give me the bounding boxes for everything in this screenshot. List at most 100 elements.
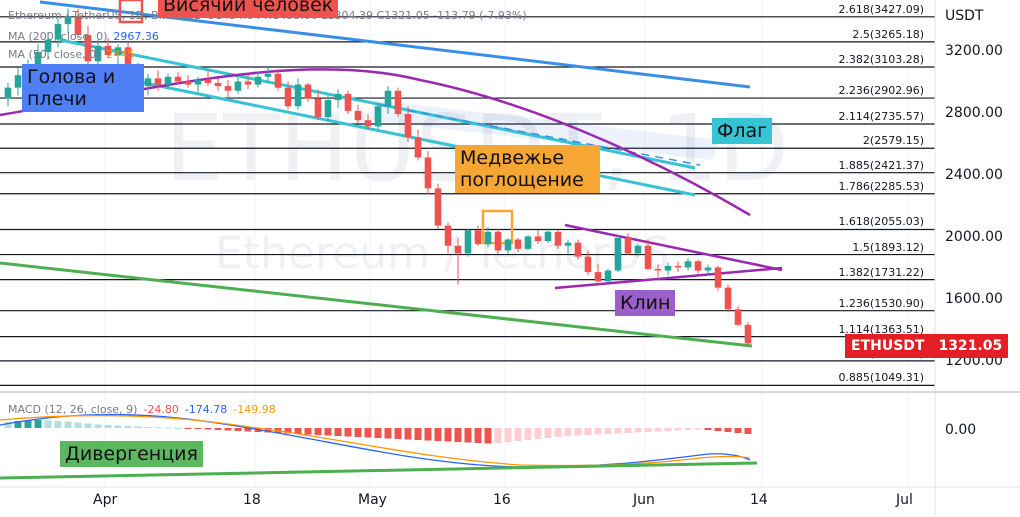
axis-unit: USDT <box>945 8 984 24</box>
macd-hist-bar <box>104 425 112 428</box>
fib-level-label: 1.786(2285.53) <box>838 179 924 193</box>
head-shoulders-label: Голова и плечи <box>22 64 144 112</box>
candle-body <box>584 256 592 273</box>
price-tick-label: 1600.00 <box>945 291 1003 307</box>
macd-hist-bar <box>354 428 362 437</box>
price-tick-label: 3200.00 <box>945 43 1003 59</box>
candle-body <box>654 269 662 271</box>
divergence-trendline <box>0 461 758 480</box>
macd-hist-bar <box>434 428 442 441</box>
hanging-man-label: Висячий человек <box>158 0 339 18</box>
macd-hist-bar <box>4 421 12 428</box>
candle-body <box>184 81 192 85</box>
candle-body <box>434 188 442 226</box>
macd-hist-bar <box>584 428 592 435</box>
macd-hist-bar <box>664 428 672 431</box>
macd-hist-bar <box>654 428 662 432</box>
current-price: 1321.05 <box>938 338 1003 354</box>
macd-signal-value: -174.78 <box>184 403 228 416</box>
macd-hist-bar <box>614 428 622 434</box>
candle-body <box>154 78 162 85</box>
ma50-label: MA (50, close, 0) <box>8 48 101 61</box>
candle-body <box>194 79 202 85</box>
time-tick-label: Jul <box>896 492 913 508</box>
macd-hist-bar <box>494 428 502 443</box>
macd-hist-bar <box>374 428 382 438</box>
candle-body <box>34 52 42 65</box>
price-tick-label: 2800.00 <box>945 105 1003 121</box>
candle-body <box>114 47 122 56</box>
macd-hist-bar <box>334 428 342 436</box>
candle-body <box>464 230 472 254</box>
candle-body <box>54 24 62 40</box>
candle-body <box>314 98 322 118</box>
candle-body <box>684 261 692 268</box>
macd-hist-bar <box>574 428 582 436</box>
candle-body <box>344 93 352 111</box>
candle-body <box>704 267 712 271</box>
candles <box>4 8 752 347</box>
macd-hist-bar <box>744 428 752 434</box>
macd-hist-bar <box>204 428 212 430</box>
candle-body <box>514 239 522 249</box>
wedge-upper <box>564 223 783 272</box>
fib-level-label: 1.885(2421.37) <box>838 158 924 172</box>
candle-body <box>84 34 92 62</box>
time-tick-label: Apr <box>93 492 118 508</box>
macd-hist-bar <box>694 428 702 430</box>
candle-body <box>244 81 252 85</box>
macd-hist-bar <box>284 428 292 434</box>
fib-level-label: 2.382(3103.28) <box>838 52 924 66</box>
fib-level-label: 1.5(1893.12) <box>852 240 924 254</box>
candle-body <box>624 238 632 254</box>
flag-channel-lower <box>129 78 696 197</box>
macd-hist-bar <box>54 421 62 428</box>
candle-body <box>44 39 52 52</box>
candle-body <box>204 79 212 83</box>
flag-label: Флаг <box>712 118 773 144</box>
candle-body <box>94 45 102 62</box>
macd-hist-bar <box>554 428 562 437</box>
candle-body <box>454 245 462 254</box>
macd-hist-bar <box>564 428 572 436</box>
support-trendline <box>0 261 753 348</box>
macd-hist-bar <box>514 428 522 441</box>
bearish-engulfing-label: Медвежье поглощение <box>455 145 600 193</box>
macd-hist-bar <box>324 428 332 436</box>
candle-body <box>404 114 412 138</box>
macd-hist-bar <box>734 428 742 433</box>
macd-hist-bar <box>504 428 512 442</box>
hanging-man-box <box>118 0 144 24</box>
candle-body <box>574 242 582 257</box>
macd-label: MACD (12, 26, close, 9) <box>8 403 138 416</box>
candle-body <box>664 265 672 271</box>
flag-mid-line <box>379 104 701 166</box>
macd-hist-bar <box>424 428 432 441</box>
candle-body <box>694 261 702 271</box>
candle-body <box>604 270 612 282</box>
macd-hist-bar <box>594 428 602 435</box>
macd-hist-bar <box>444 428 452 442</box>
candle-body <box>504 239 512 251</box>
candle-body <box>444 225 452 246</box>
macd-hist-value: -149.98 <box>233 403 276 416</box>
macd-hist-bar <box>624 428 632 433</box>
current-symbol: ETHUSDT <box>851 338 925 354</box>
candle-body <box>644 245 652 269</box>
macd-line <box>0 413 751 468</box>
header-ma200: MA (200, close, 0) 2967.36 <box>8 30 165 43</box>
macd-hist-bar <box>544 428 552 438</box>
macd-hist-bar <box>74 422 82 428</box>
candle-body <box>484 231 492 245</box>
macd-hist-bar <box>134 426 142 428</box>
time-tick-label: 18 <box>243 492 261 508</box>
candle-body <box>544 231 552 242</box>
ma200-value: 2967.36 <box>113 30 159 43</box>
macd-hist-bar <box>244 428 252 432</box>
candle-body <box>74 16 82 35</box>
candle-body <box>264 73 272 77</box>
candle-body <box>4 87 12 99</box>
macd-hist-bar <box>314 428 322 435</box>
